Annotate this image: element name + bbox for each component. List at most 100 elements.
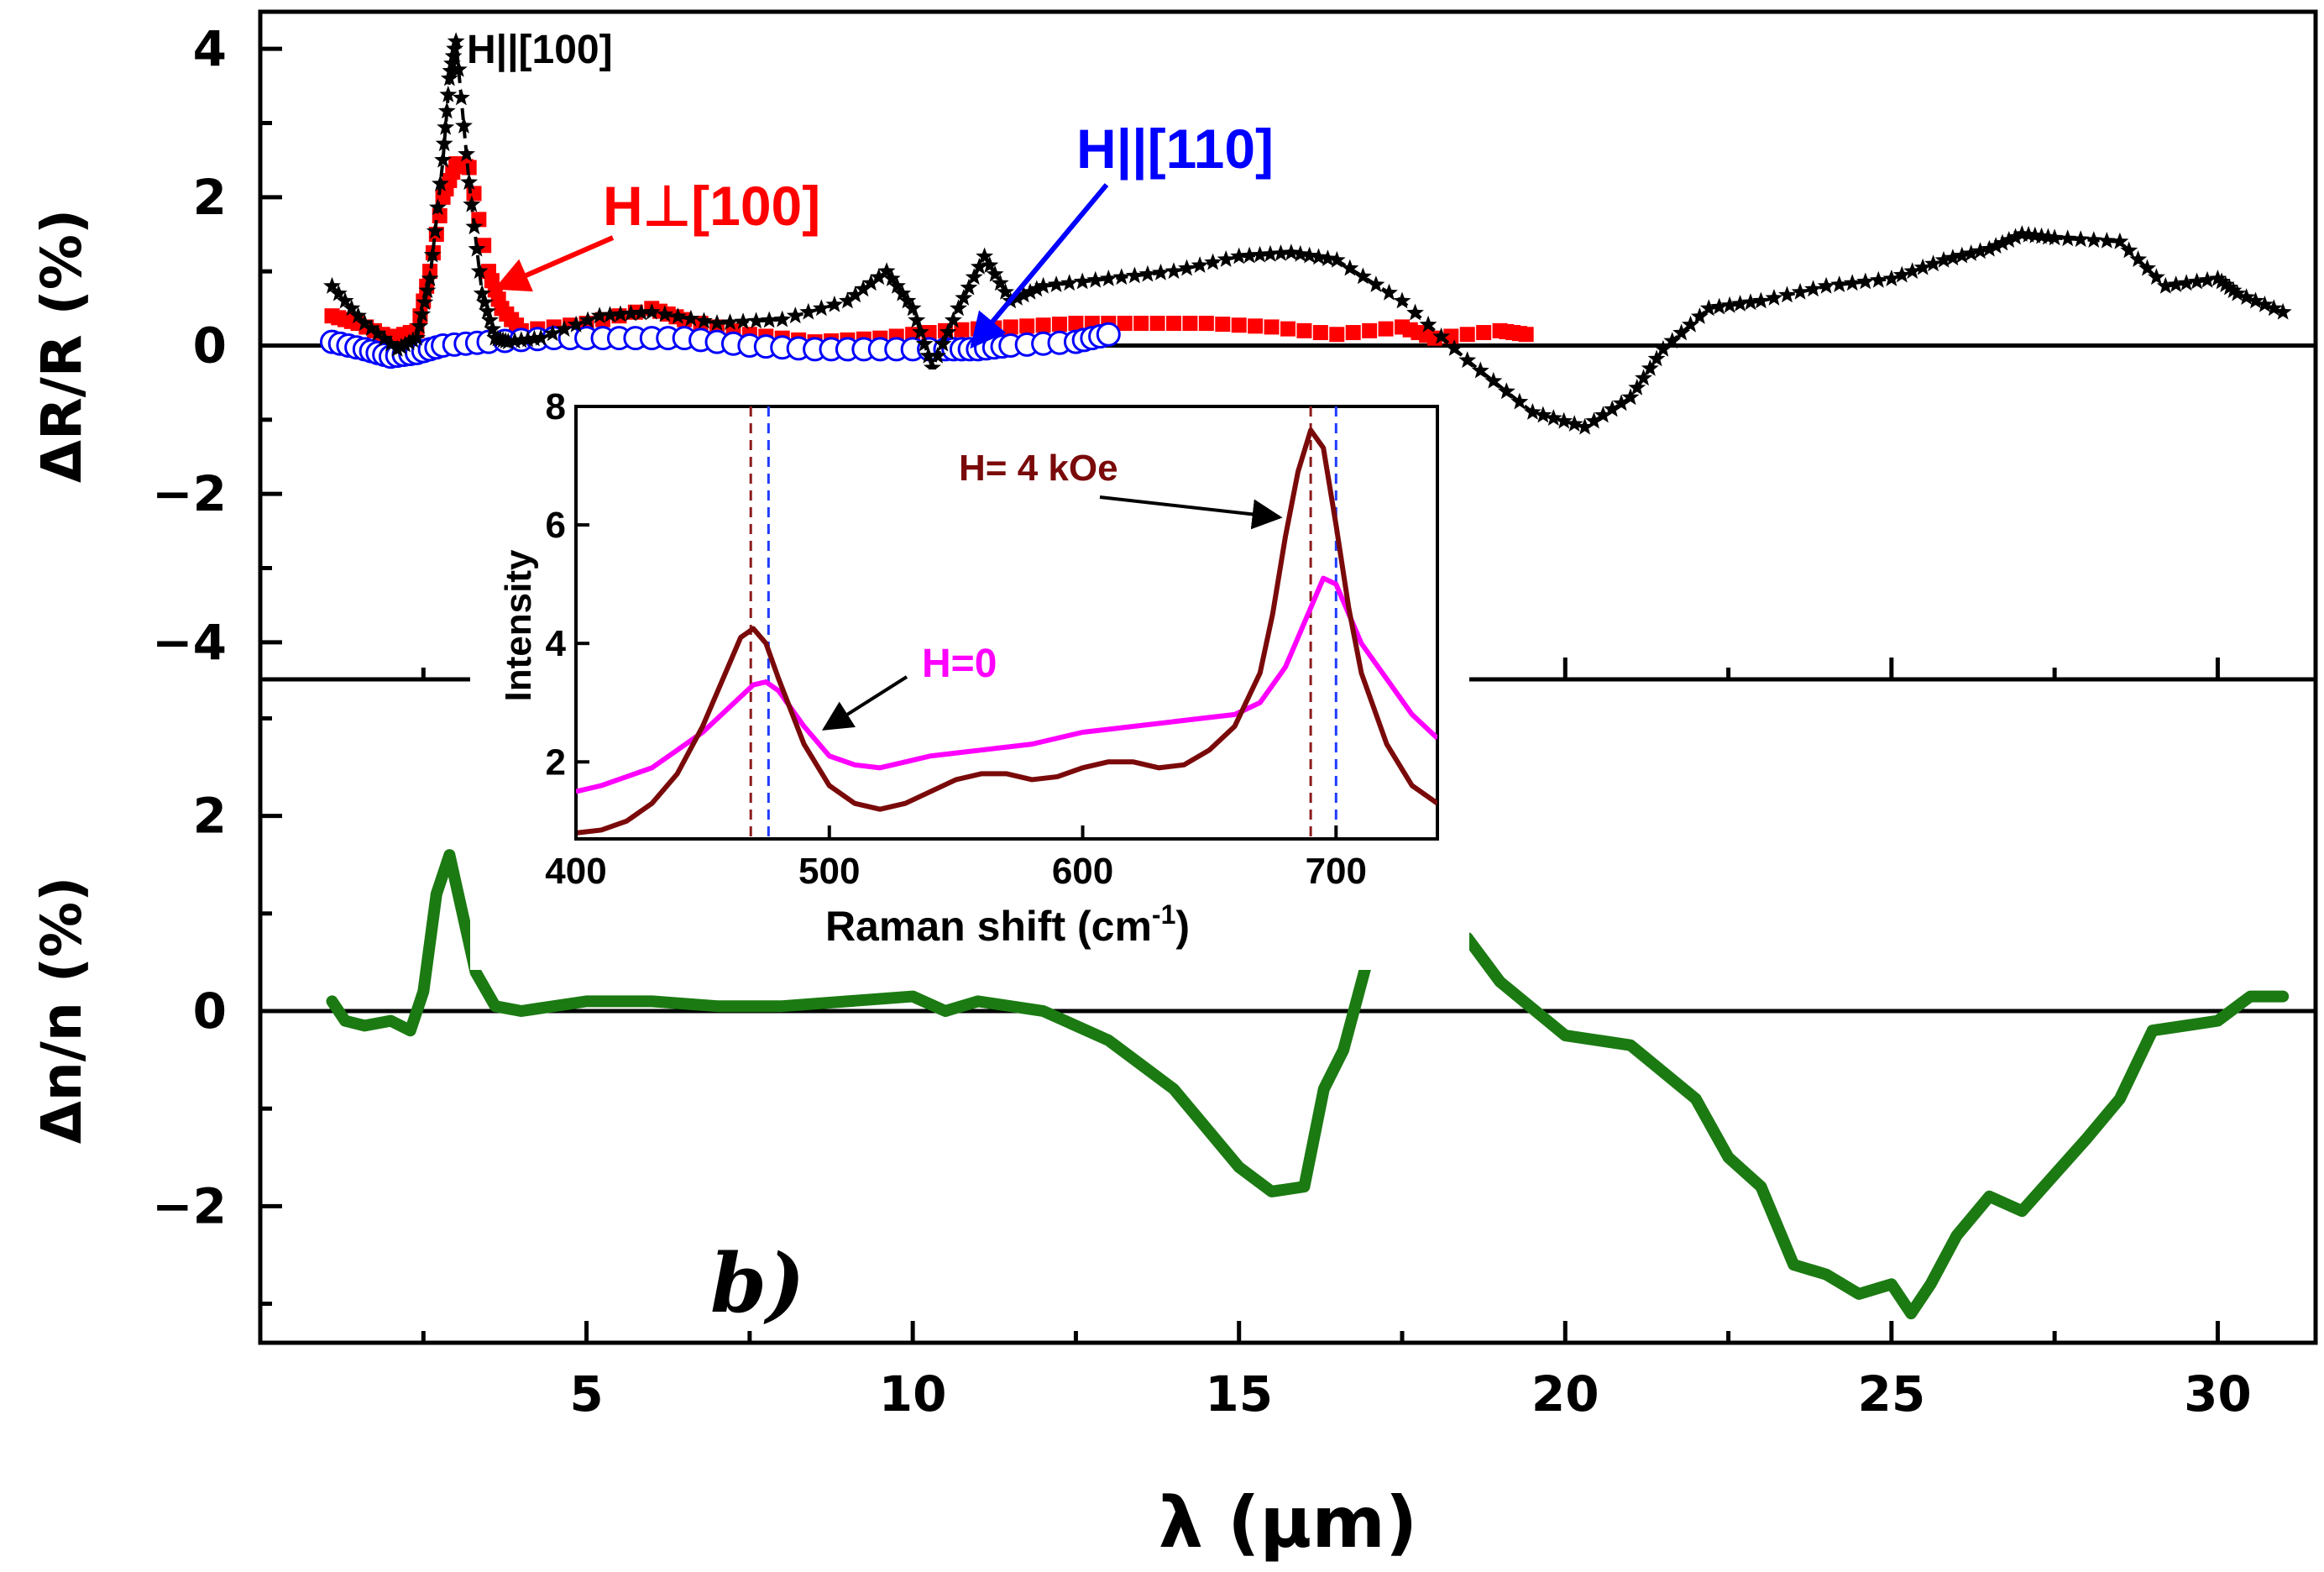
square-marker xyxy=(1052,317,1067,333)
star-marker xyxy=(479,301,496,319)
star-marker xyxy=(578,311,597,328)
inset-x-axis-title-end: ) xyxy=(1175,903,1190,950)
star-marker xyxy=(888,276,906,294)
inset-raman: 400 500 600 700 2 4 6 8 Intensity Raman shift (… xyxy=(470,369,1469,970)
star-marker xyxy=(682,309,700,327)
x-tick-label: 5 xyxy=(569,1365,603,1423)
star-marker xyxy=(1612,394,1630,411)
star-marker xyxy=(512,331,531,348)
star-marker xyxy=(1047,275,1065,292)
star-marker xyxy=(2255,295,2274,312)
star-marker xyxy=(408,328,426,346)
star-marker xyxy=(2111,232,2129,249)
star-marker xyxy=(908,311,926,328)
annotation-h4koe: H= 4 kOe xyxy=(959,448,1118,489)
star-marker xyxy=(955,289,973,306)
star-marker xyxy=(444,47,463,64)
star-marker xyxy=(1621,388,1640,406)
star-marker xyxy=(375,329,394,347)
panel-a-y-axis-title: ΔR/R (%) xyxy=(29,209,94,483)
star-marker xyxy=(986,265,1004,282)
star-marker xyxy=(1230,247,1248,265)
x-tick-label: 20 xyxy=(1531,1365,1599,1423)
star-marker xyxy=(747,312,766,329)
star-marker xyxy=(642,302,661,320)
star-marker xyxy=(2274,302,2292,320)
star-marker xyxy=(1710,297,1729,315)
star-marker xyxy=(1804,280,1823,297)
star-marker xyxy=(1731,295,1749,312)
star-marker xyxy=(439,85,458,102)
panel-b-label: b) xyxy=(710,1236,805,1331)
star-marker xyxy=(1251,245,1269,263)
arrow-hperp100 xyxy=(494,235,615,292)
star-marker xyxy=(475,293,494,311)
star-marker xyxy=(854,280,872,297)
x-tick-label: 10 xyxy=(879,1365,947,1423)
square-marker xyxy=(1149,316,1165,331)
star-marker xyxy=(1699,299,1718,317)
star-marker xyxy=(2045,228,2064,246)
star-marker xyxy=(349,307,367,324)
star-marker xyxy=(455,117,473,134)
panel-a-tick-labels: 4 2 0 −2 −4 xyxy=(152,20,227,671)
star-marker xyxy=(428,198,447,216)
star-marker xyxy=(1647,349,1666,367)
star-marker xyxy=(1419,315,1437,333)
star-marker xyxy=(531,328,550,346)
star-marker xyxy=(1380,283,1398,301)
star-marker xyxy=(1497,382,1515,400)
star-marker xyxy=(721,313,739,330)
star-marker xyxy=(1028,280,1046,297)
star-marker xyxy=(355,314,374,331)
star-marker xyxy=(392,338,411,355)
star-marker xyxy=(1654,339,1672,357)
star-marker xyxy=(1843,274,1861,291)
star-marker xyxy=(481,311,499,328)
star-marker xyxy=(404,331,422,348)
star-marker xyxy=(1672,323,1691,341)
star-marker xyxy=(839,291,856,309)
star-marker xyxy=(1008,289,1026,306)
star-marker xyxy=(505,332,524,349)
star-marker xyxy=(1765,289,1783,306)
star-marker xyxy=(1471,361,1489,379)
star-marker xyxy=(1432,327,1451,344)
inset-x-axis-title: Raman shift (cm-1) xyxy=(825,899,1190,950)
star-marker xyxy=(1484,371,1503,389)
star-marker xyxy=(976,247,994,265)
inset-x-axis-title-sup: -1 xyxy=(1152,899,1175,930)
inset-series xyxy=(576,427,1437,836)
x-tick-label: 30 xyxy=(2184,1365,2252,1423)
star-marker xyxy=(2129,250,2148,267)
star-marker xyxy=(668,307,687,324)
star-marker xyxy=(2138,259,2156,276)
star-marker xyxy=(1869,270,1887,288)
star-marker xyxy=(893,284,912,301)
star-marker xyxy=(1962,244,1981,261)
star-marker xyxy=(1628,378,1646,396)
circle-marker xyxy=(1096,322,1121,347)
star-marker xyxy=(1981,239,1998,257)
star-marker xyxy=(1510,392,1529,410)
star-marker xyxy=(2147,268,2165,286)
star-marker xyxy=(1892,265,1911,283)
star-marker xyxy=(1993,233,2012,251)
panel-a: 420−2−4 ΔR/R (%) a) H||[100] H⊥[100] H||… xyxy=(29,9,2318,682)
star-marker xyxy=(877,262,896,280)
star-marker xyxy=(2198,270,2217,288)
square-marker xyxy=(1166,316,1181,331)
star-marker xyxy=(1458,351,1477,369)
star-marker xyxy=(2059,229,2077,247)
inset-x-tick-label: 700 xyxy=(1306,851,1367,892)
x-tick-label: 25 xyxy=(1857,1365,1925,1423)
star-marker xyxy=(411,317,429,334)
star-marker xyxy=(1086,270,1105,288)
star-marker xyxy=(2264,299,2283,317)
star-marker xyxy=(929,346,947,364)
panel-a-y-tick-label: −2 xyxy=(152,465,227,522)
panel-a-y-tick-label: 2 xyxy=(193,169,227,226)
star-marker xyxy=(2212,272,2231,290)
star-marker xyxy=(2238,288,2256,305)
